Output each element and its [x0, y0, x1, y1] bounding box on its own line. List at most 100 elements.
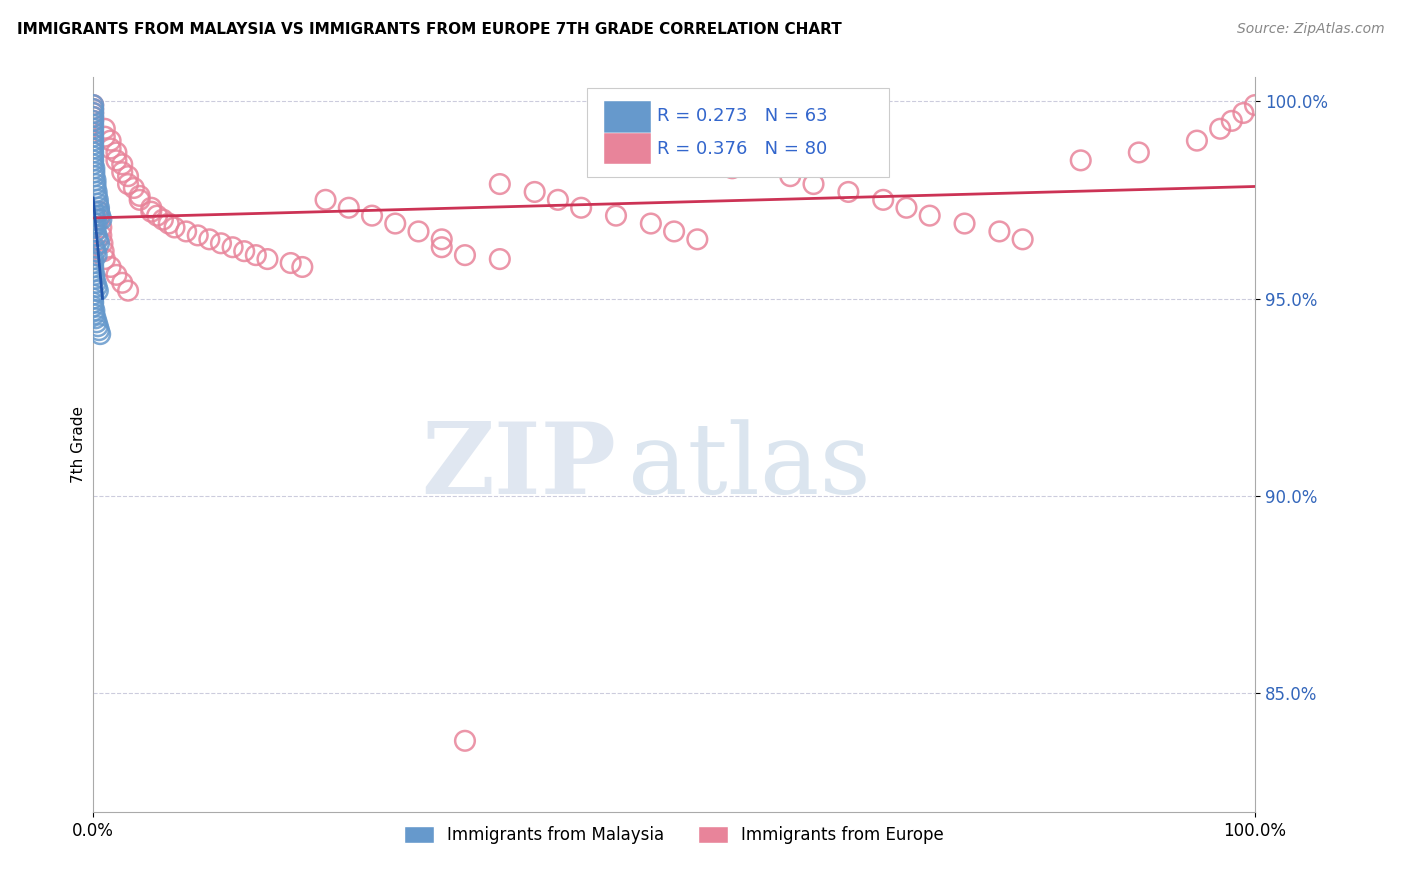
Point — [1209, 121, 1232, 136]
Point — [86, 315, 108, 329]
Point — [117, 284, 139, 298]
Point — [82, 114, 104, 128]
Point — [111, 157, 134, 171]
Point — [86, 189, 108, 203]
Point — [157, 217, 180, 231]
Point — [83, 161, 105, 176]
Point — [988, 224, 1011, 238]
Point — [90, 212, 112, 227]
Point — [640, 217, 662, 231]
Point — [408, 224, 430, 238]
Point — [82, 121, 104, 136]
Point — [163, 220, 186, 235]
Point — [837, 185, 859, 199]
FancyBboxPatch shape — [605, 133, 651, 164]
Point — [84, 224, 107, 238]
Point — [100, 134, 122, 148]
Point — [245, 248, 267, 262]
Point — [82, 106, 104, 120]
Point — [82, 129, 104, 144]
Point — [89, 209, 111, 223]
Point — [86, 228, 108, 243]
Point — [128, 189, 150, 203]
Point — [83, 209, 105, 223]
Point — [152, 212, 174, 227]
Point — [291, 260, 314, 274]
Point — [93, 244, 115, 259]
Point — [896, 201, 918, 215]
Point — [83, 165, 105, 179]
Point — [105, 145, 128, 160]
Point — [87, 236, 110, 251]
Point — [84, 181, 107, 195]
Point — [953, 217, 976, 231]
Point — [1185, 134, 1208, 148]
Point — [174, 224, 197, 238]
Point — [1220, 114, 1243, 128]
Point — [94, 252, 117, 266]
Point — [547, 193, 569, 207]
Point — [83, 220, 105, 235]
Point — [662, 224, 685, 238]
Point — [82, 110, 104, 124]
Point — [83, 204, 105, 219]
Point — [82, 141, 104, 155]
Point — [82, 102, 104, 116]
Point — [82, 153, 104, 168]
Text: IMMIGRANTS FROM MALAYSIA VS IMMIGRANTS FROM EUROPE 7TH GRADE CORRELATION CHART: IMMIGRANTS FROM MALAYSIA VS IMMIGRANTS F… — [17, 22, 842, 37]
Point — [82, 300, 104, 314]
Point — [87, 196, 110, 211]
Point — [90, 228, 112, 243]
Point — [87, 323, 110, 337]
Point — [84, 276, 107, 290]
Point — [454, 248, 477, 262]
Point — [82, 295, 104, 310]
Point — [90, 220, 112, 235]
Point — [91, 236, 114, 251]
Point — [84, 244, 107, 259]
Point — [1244, 98, 1267, 112]
Point — [82, 149, 104, 163]
Point — [122, 181, 145, 195]
Point — [82, 98, 104, 112]
Point — [82, 114, 104, 128]
Point — [256, 252, 278, 266]
Point — [82, 145, 104, 160]
Point — [384, 217, 406, 231]
Point — [86, 217, 108, 231]
Point — [83, 303, 105, 318]
Point — [83, 217, 105, 231]
Point — [1232, 106, 1254, 120]
Point — [94, 129, 117, 144]
Point — [117, 169, 139, 183]
Point — [1128, 145, 1150, 160]
Point — [280, 256, 302, 270]
Point — [94, 121, 117, 136]
Point — [84, 177, 107, 191]
Point — [141, 204, 163, 219]
Point — [87, 212, 110, 227]
Point — [87, 232, 110, 246]
Point — [141, 201, 163, 215]
Text: ZIP: ZIP — [422, 418, 616, 516]
Point — [111, 165, 134, 179]
Point — [83, 307, 105, 321]
Point — [87, 201, 110, 215]
Text: R = 0.376   N = 80: R = 0.376 N = 80 — [657, 140, 827, 158]
Point — [87, 193, 110, 207]
Point — [83, 272, 105, 286]
Y-axis label: 7th Grade: 7th Grade — [72, 406, 86, 483]
Point — [89, 327, 111, 342]
Point — [488, 252, 510, 266]
Point — [82, 102, 104, 116]
Point — [82, 110, 104, 124]
Point — [430, 240, 453, 254]
Point — [918, 209, 941, 223]
Point — [117, 177, 139, 191]
Point — [82, 137, 104, 152]
Point — [454, 733, 477, 747]
Point — [82, 106, 104, 120]
FancyBboxPatch shape — [605, 101, 651, 133]
Point — [146, 209, 169, 223]
Point — [128, 193, 150, 207]
